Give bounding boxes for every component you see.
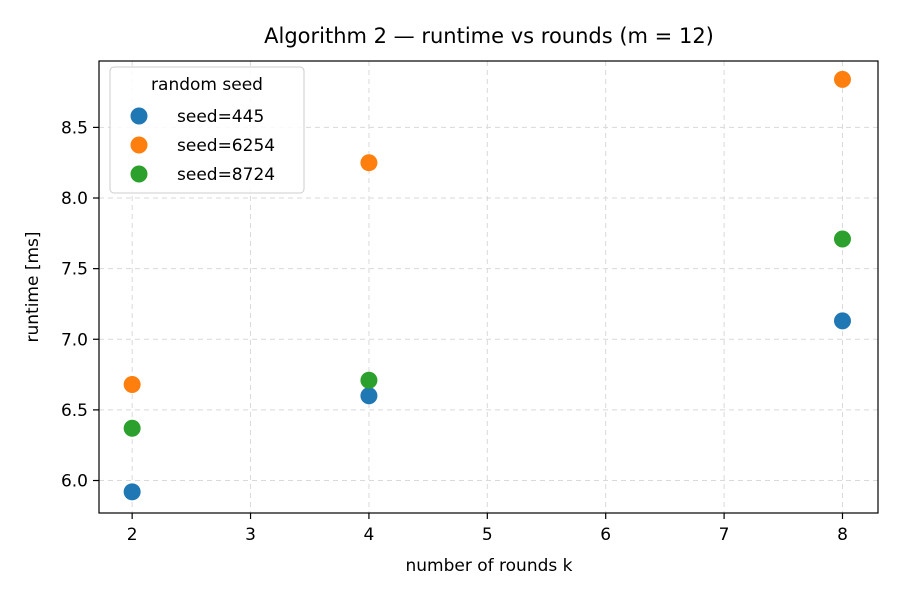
y-tick-label: 8.5 [61, 118, 88, 138]
data-point-series-1 [833, 70, 851, 88]
x-tick-label: 5 [482, 525, 493, 545]
x-tick-label: 4 [364, 525, 375, 545]
data-point-series-0 [833, 312, 851, 330]
legend-marker-1 [130, 136, 148, 154]
x-tick-label: 7 [719, 525, 730, 545]
data-points [123, 70, 851, 501]
legend-title: random seed [151, 75, 263, 95]
x-tick-label: 8 [837, 525, 848, 545]
chart-title: Algorithm 2 — runtime vs rounds (m = 12) [264, 24, 714, 48]
y-axis-label: runtime [ms] [23, 231, 43, 342]
y-tick-label: 7.0 [61, 330, 88, 350]
data-point-series-0 [123, 483, 141, 501]
axis-ticks: 2 3 4 5 6 7 8 6.0 6.5 7.0 7.5 8.0 8.5 [61, 118, 848, 545]
x-axis-label: number of rounds k [405, 556, 572, 576]
y-tick-label: 6.0 [61, 472, 88, 492]
data-point-series-0 [360, 387, 378, 405]
legend: random seed seed=445 seed=6254 seed=8724 [109, 66, 305, 194]
data-point-series-2 [833, 230, 851, 248]
legend-label-2: seed=8724 [177, 165, 275, 185]
data-point-series-1 [123, 375, 141, 393]
data-point-series-2 [123, 419, 141, 437]
y-tick-label: 8.0 [61, 189, 88, 209]
legend-marker-0 [130, 107, 148, 125]
x-tick-label: 2 [127, 525, 138, 545]
y-tick-label: 7.5 [61, 260, 88, 280]
legend-marker-2 [130, 165, 148, 183]
y-tick-label: 6.5 [61, 401, 88, 421]
legend-label-0: seed=445 [177, 107, 264, 127]
legend-box [109, 66, 305, 194]
data-point-series-1 [360, 154, 378, 172]
data-point-series-2 [360, 371, 378, 389]
x-tick-label: 6 [600, 525, 611, 545]
legend-label-1: seed=6254 [177, 136, 275, 156]
x-tick-label: 3 [245, 525, 256, 545]
plot-frame [98, 60, 879, 514]
